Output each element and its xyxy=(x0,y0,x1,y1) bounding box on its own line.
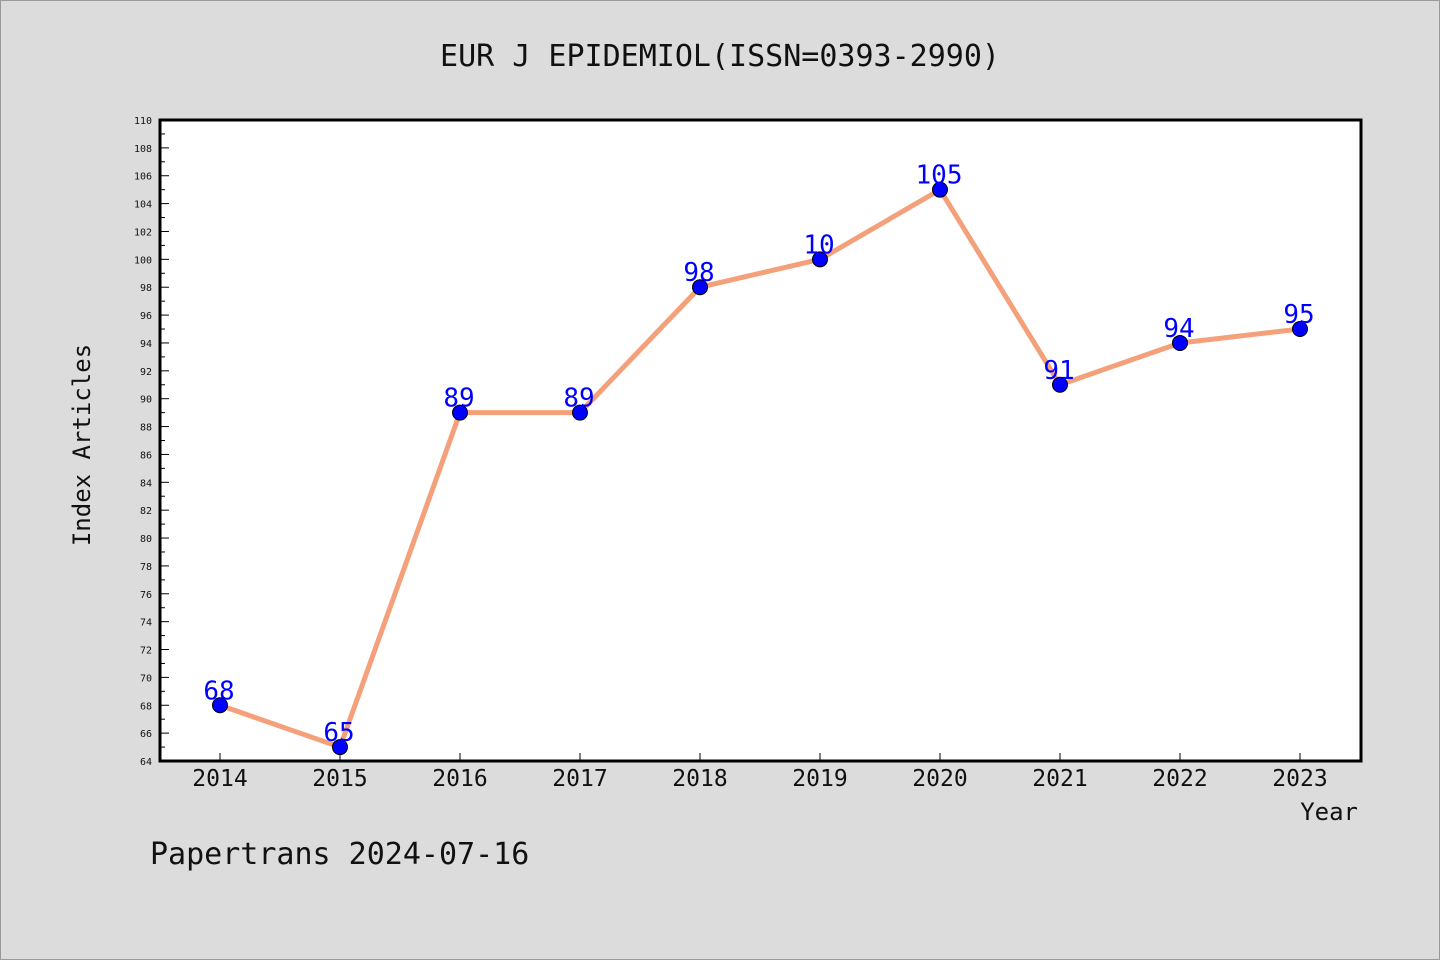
y-tick-label: 78 xyxy=(140,562,152,573)
data-label: 65 xyxy=(323,718,354,748)
y-tick-label: 66 xyxy=(140,729,152,740)
y-tick-label: 110 xyxy=(134,116,152,127)
data-label: 98 xyxy=(683,258,714,288)
y-tick-label: 108 xyxy=(134,144,152,155)
y-tick-label: 102 xyxy=(134,227,152,238)
y-tick-label: 90 xyxy=(140,395,152,406)
x-axis-title: Year xyxy=(1300,798,1358,826)
x-tick-label: 2018 xyxy=(672,766,727,792)
data-label: 94 xyxy=(1163,314,1194,344)
data-label: 89 xyxy=(443,384,474,414)
y-tick-label: 70 xyxy=(140,673,152,684)
data-point xyxy=(212,697,228,714)
y-tick-label: 76 xyxy=(140,590,152,601)
y-axis-title: Index Articles xyxy=(68,344,96,546)
x-tick-label: 2022 xyxy=(1152,766,1207,792)
series-line xyxy=(219,187,1301,750)
x-tick-label: 2016 xyxy=(432,766,487,792)
data-point xyxy=(812,251,828,268)
data-label: 89 xyxy=(563,384,594,414)
data-labels: 68 65 89 89 98 10 105 91 94 95 xyxy=(203,161,1314,748)
y-tick-label: 72 xyxy=(140,646,152,657)
x-tick-label: 2014 xyxy=(192,766,247,792)
x-tick-label: 2015 xyxy=(312,766,367,792)
y-tick-label: 100 xyxy=(134,255,152,266)
y-tick-label: 98 xyxy=(140,283,152,294)
y-tick-label: 84 xyxy=(140,478,152,489)
y-tick-label: 88 xyxy=(140,423,152,434)
y-tick-label: 68 xyxy=(140,701,152,712)
x-tick-label: 2020 xyxy=(912,766,967,792)
series-markers xyxy=(212,181,1308,756)
chart-title: EUR J EPIDEMIOL(ISSN=0393-2990) xyxy=(440,39,1000,74)
data-point xyxy=(1292,321,1308,338)
x-axis: 2014 2015 2016 2017 2018 2019 2020 2021 2022 2023 xyxy=(192,753,1328,792)
y-tick-label: 106 xyxy=(134,172,152,183)
data-label: 10 xyxy=(803,230,834,260)
x-tick-label: 2023 xyxy=(1272,766,1327,792)
data-point xyxy=(572,404,588,421)
y-tick-label: 92 xyxy=(140,367,152,378)
data-point xyxy=(932,181,948,198)
y-axis: 64 66 68 70 72 74 76 78 80 82 84 86 88 90 92 94 96 98 100 1… xyxy=(134,116,169,768)
x-tick-label: 2017 xyxy=(552,766,607,792)
y-tick-label: 104 xyxy=(134,200,152,211)
y-tick-label: 82 xyxy=(140,506,152,517)
data-label: 95 xyxy=(1283,300,1314,330)
data-point xyxy=(332,739,348,756)
y-tick-label: 96 xyxy=(140,311,152,322)
x-tick-label: 2021 xyxy=(1032,766,1087,792)
data-label: 91 xyxy=(1043,356,1074,386)
y-tick-label: 74 xyxy=(140,618,152,629)
y-tick-label: 64 xyxy=(140,757,152,768)
data-point xyxy=(1052,376,1068,393)
y-tick-label: 94 xyxy=(140,339,152,350)
y-tick-label: 80 xyxy=(140,534,152,545)
data-point xyxy=(1172,334,1188,351)
data-point xyxy=(452,404,468,421)
data-label: 105 xyxy=(916,161,963,191)
x-tick-label: 2019 xyxy=(792,766,847,792)
plot-area xyxy=(158,118,1363,763)
y-tick-label: 86 xyxy=(140,450,152,461)
data-point xyxy=(692,279,708,296)
footer-text: Papertrans 2024-07-16 xyxy=(150,837,529,872)
data-label: 68 xyxy=(203,676,234,706)
